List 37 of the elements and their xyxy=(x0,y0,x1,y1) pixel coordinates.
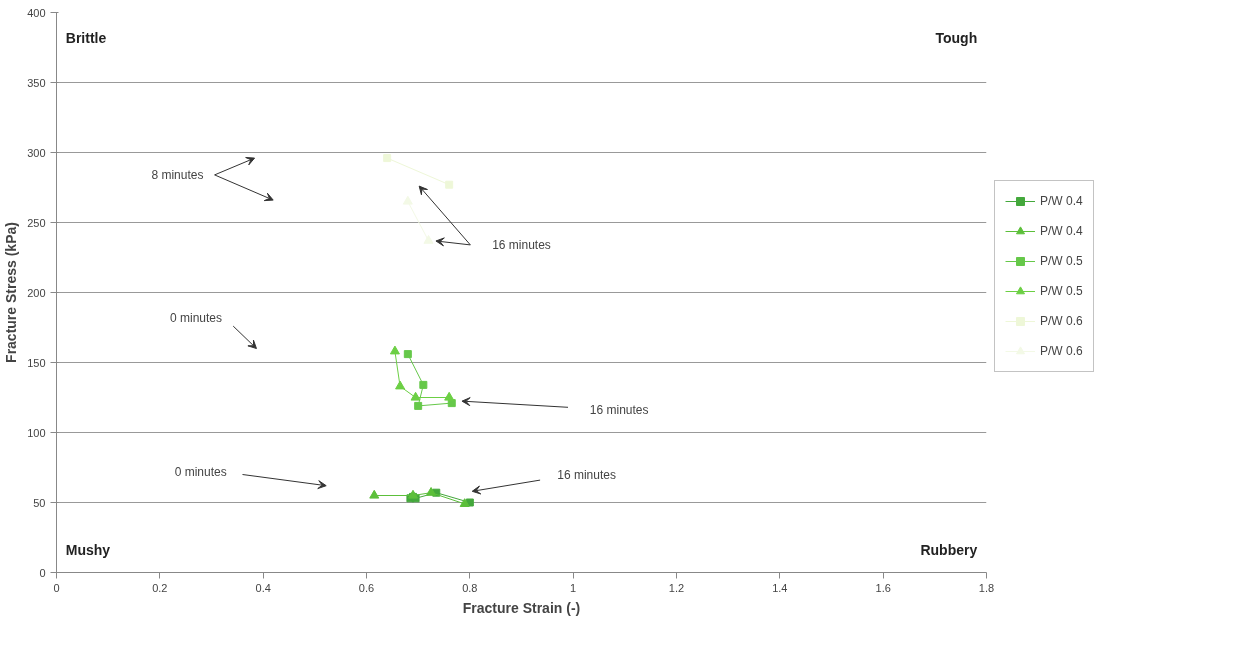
x-axis-title: Fracture Strain (-) xyxy=(462,599,581,616)
y-tick-label: 200 xyxy=(27,286,46,299)
annotation: Mushy xyxy=(65,542,111,559)
y-tick-label: 250 xyxy=(27,216,46,229)
x-tick-label: 0 xyxy=(53,581,60,594)
x-tick-label: 1.2 xyxy=(668,581,685,594)
legend-label: P/W 0.5 xyxy=(1040,284,1083,298)
annotation: 0 minutes xyxy=(174,464,227,479)
y-tick-label: 400 xyxy=(27,6,46,19)
x-tick-label: 1.6 xyxy=(875,581,891,594)
y-tick-label: 150 xyxy=(27,356,46,369)
y-tick-label: 350 xyxy=(27,76,46,89)
annotation: 16 minutes xyxy=(492,237,551,252)
annotation: Tough xyxy=(935,29,978,46)
x-tick-label: 0.2 xyxy=(152,581,168,594)
legend-label: P/W 0.6 xyxy=(1040,314,1083,328)
annotation: Rubbery xyxy=(920,542,978,559)
x-tick-label: 1.4 xyxy=(772,581,788,594)
y-tick-label: 50 xyxy=(33,496,46,509)
annotation: 16 minutes xyxy=(557,467,616,482)
annotation: Brittle xyxy=(65,29,107,46)
x-tick-label: 1.8 xyxy=(978,581,995,594)
x-tick-label: 1 xyxy=(570,581,577,594)
annotation: 16 minutes xyxy=(589,403,649,418)
x-tick-label: 0.6 xyxy=(358,581,375,594)
y-axis-title: Fracture Stress (kPa) xyxy=(3,222,20,363)
annotation: 0 minutes xyxy=(169,310,223,325)
legend-label: P/W 0.4 xyxy=(1040,194,1083,208)
annotation: 8 minutes xyxy=(151,167,204,182)
legend-label: P/W 0.5 xyxy=(1040,254,1083,268)
y-tick-label: 100 xyxy=(27,426,46,439)
x-tick-label: 0.4 xyxy=(255,581,271,594)
legend-label: P/W 0.6 xyxy=(1040,344,1083,358)
x-tick-label: 0.8 xyxy=(462,581,478,594)
legend-label: P/W 0.4 xyxy=(1040,224,1083,238)
y-tick-label: 0 xyxy=(39,566,46,579)
y-tick-label: 300 xyxy=(27,146,46,159)
